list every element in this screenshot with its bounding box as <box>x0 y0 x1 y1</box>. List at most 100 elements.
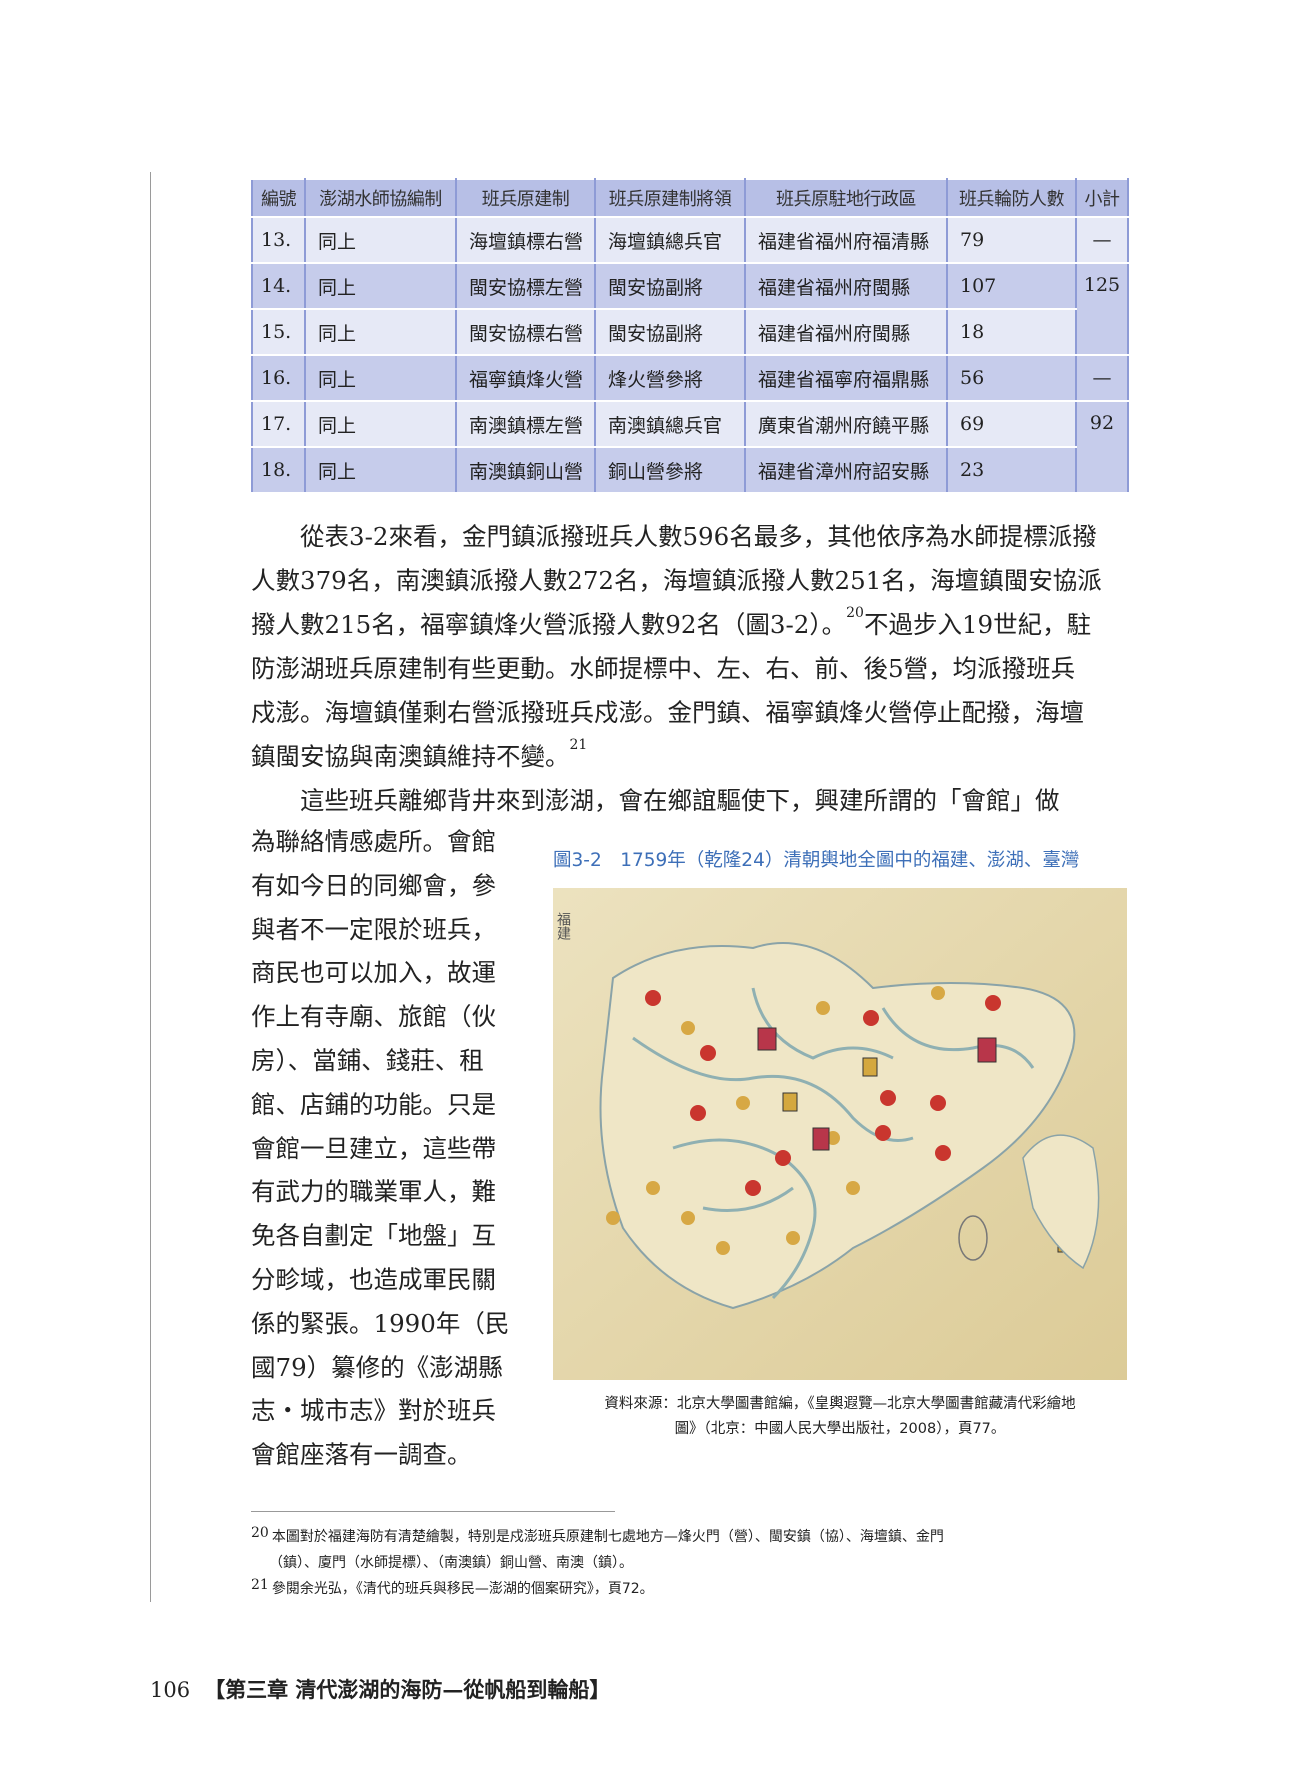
cell-region: 廣東省潮州府饒平縣 <box>744 400 948 448</box>
cell-count: 107 <box>946 262 1077 310</box>
footnote-number: 21 <box>251 1577 269 1593</box>
margin-rule <box>150 172 151 1602</box>
line-text: 這些班兵離鄉背井來到澎湖，會在鄉誼驅使下，興建所謂的「會館」做 <box>251 786 1060 815</box>
column-header: 班兵輪防人數 <box>946 178 1077 218</box>
line-text: 從表3-2來看，金門鎮派撥班兵人數596名最多，其他依序為水師提標派撥 <box>251 522 1097 551</box>
column-header: 班兵原建制 <box>455 178 596 218</box>
cell-commander: 閩安協副將 <box>594 308 746 356</box>
cell-no: 17. <box>251 400 306 448</box>
cell-orig: 南澳鎮銅山營 <box>455 446 596 494</box>
line-text: 人數379名，南澳鎮派撥人數272名，海壇鎮派撥人數251名，海壇鎮閩安協派 <box>251 566 1102 595</box>
column-line: 係的緊張。1990年（民 <box>251 1308 510 1338</box>
column-line: 分畛域，也造成軍民關 <box>251 1264 496 1294</box>
paragraph-line: 這些班兵離鄉背井來到澎湖，會在鄉誼驅使下，興建所謂的「會館」做 <box>251 779 1060 823</box>
footnote-20: 20 本圖對於福建海防有清楚繪製，特別是戍澎班兵原建制七處地方—烽火門（營）、閩安… <box>251 1524 1131 1576</box>
cell-region: 福建省福州府閩縣 <box>744 308 948 356</box>
line-text: 鎮閩安協與南澳鎮維持不變。 <box>251 742 570 771</box>
paragraph-line: 人數379名，南澳鎮派撥人數272名，海壇鎮派撥人數251名，海壇鎮閩安協派 <box>251 559 1102 603</box>
cell-subtotal: — <box>1075 216 1129 264</box>
map-label: 福建 <box>555 912 571 941</box>
cell-count: 56 <box>946 354 1077 402</box>
footnote-ref[interactable]: 20 <box>846 605 864 621</box>
column-line: 與者不一定限於班兵， <box>251 914 496 944</box>
figure-caption: 圖3-2 1759年（乾隆24）清朝輿地全圖中的福建、澎湖、臺灣 <box>553 850 1080 871</box>
cell-region: 福建省福州府福清縣 <box>744 216 948 264</box>
table-row: 16. 同上 福寧鎮烽火營 烽火營參將 福建省福寧府福鼎縣 56— <box>251 354 1129 402</box>
cell-orig: 南澳鎮標左營 <box>455 400 596 448</box>
table-row: 15. 同上 閩安協標右營 閩安協副將 福建省福州府閩縣 18 <box>251 308 1128 356</box>
footnote-ref[interactable]: 21 <box>569 737 588 753</box>
column-line: 作上有寺廟、旅館（伙 <box>251 1002 496 1032</box>
cell-region: 福建省福州府閩縣 <box>744 262 948 310</box>
cell-unit: 同上 <box>304 216 457 264</box>
cell-unit: 同上 <box>304 354 457 402</box>
cell-commander: 海壇鎮總兵官 <box>594 216 746 264</box>
cell-unit: 同上 <box>304 308 457 356</box>
column-header: 編號 <box>251 178 306 218</box>
column-header: 班兵原駐地行政區 <box>744 178 948 218</box>
column-line: 為聯絡情感處所。會館 <box>251 827 496 856</box>
cell-no: 14. <box>251 262 306 310</box>
column-line: 館、店鋪的功能。只是 <box>251 1089 496 1119</box>
column-header: 班兵原建制將領 <box>594 178 746 218</box>
table-header-row: 編號 澎湖水師協編制 班兵原建制 班兵原建制將領 班兵原駐地行政區 班兵輪防人數 小計 <box>251 178 1129 218</box>
column-line: 有武力的職業軍人，難 <box>251 1177 496 1207</box>
column-header: 澎湖水師協編制 <box>304 178 457 218</box>
chapter-title: 【第三章 清代澎湖的海防—從帆船到輪船】 <box>204 1677 611 1702</box>
column-line: 志・城市志》對於班兵 <box>251 1396 496 1426</box>
cell-no: 16. <box>251 354 306 402</box>
table-row: 17. 同上 南澳鎮標左營 南澳鎮總兵官 廣東省潮州府饒平縣 69 92 <box>251 400 1129 494</box>
column-header: 小計 <box>1075 178 1129 218</box>
side-column-text: 為聯絡情感處所。會館 有如今日的同鄉會，參 與者不一定限於班兵， 商民也可以加入，故運… <box>251 820 509 1477</box>
cell-unit: 同上 <box>304 446 457 494</box>
cell-subtotal: — <box>1075 354 1129 402</box>
footnote-text: （鎮）、廈門（水師提標）、（南澳鎮）銅山營、南澳（鎮）。 <box>269 1555 633 1571</box>
cell-count: 18 <box>946 308 1077 356</box>
cell-orig: 福寧鎮烽火營 <box>455 354 596 402</box>
footnote-text: 參閱余光弘，《清代的班兵與移民—澎湖的個案研究》，頁72。 <box>271 1581 654 1597</box>
column-line: 商民也可以加入，故運 <box>251 958 496 988</box>
paragraph-line: 撥人數215名，福寧鎮烽火營派撥人數92名（圖3-2）。20不過步入19世紀，駐 <box>251 603 1091 647</box>
line-text: 防澎湖班兵原建制有些更動。水師提標中、左、右、前、後5營，均派撥班兵 <box>251 654 1076 683</box>
paragraph-line: 戍澎。海壇鎮僅剩右營派撥班兵戍澎。金門鎮、福寧鎮烽火營停止配撥，海壇 <box>251 691 1084 735</box>
cell-region: 福建省福寧府福鼎縣 <box>744 354 948 402</box>
cell-subtotal: 92 <box>1075 400 1129 494</box>
footnote-divider <box>251 1511 615 1512</box>
page-footer: 106 【第三章 清代澎湖的海防—從帆船到輪船】 <box>150 1674 610 1704</box>
line-text: 撥人數215名，福寧鎮烽火營派撥人數92名（圖3-2）。 <box>251 610 847 639</box>
cell-commander: 南澳鎮總兵官 <box>594 400 746 448</box>
footnotes: 20 本圖對於福建海防有清楚繪製，特別是戍澎班兵原建制七處地方—烽火門（營）、閩安… <box>251 1524 1131 1602</box>
column-line: 國79）纂修的《澎湖縣 <box>251 1352 503 1382</box>
column-line: 有如今日的同鄉會，參 <box>251 870 496 900</box>
table-row: 13. 同上 海壇鎮標右營 海壇鎮總兵官 福建省福州府福清縣 79— <box>251 216 1129 264</box>
cell-count: 79 <box>946 216 1077 264</box>
cell-orig: 海壇鎮標右營 <box>455 216 596 264</box>
column-line: 房）、當鋪、錢莊、租 <box>251 1045 484 1075</box>
table-row: 18. 同上 南澳鎮銅山營 銅山營參將 福建省漳州府詔安縣 23 <box>251 446 1128 494</box>
source-line: 圖》（北京：中國人民大學出版社，2008），頁77。 <box>674 1421 1006 1437</box>
paragraph-line: 鎮閩安協與南澳鎮維持不變。21 <box>251 735 587 779</box>
cell-orig: 閩安協標左營 <box>455 262 596 310</box>
line-text: 不過步入19世紀，駐 <box>863 610 1092 639</box>
footnote-number: 20 <box>251 1525 269 1541</box>
page-number: 106 <box>150 1678 191 1702</box>
historical-map-image: 福建 <box>553 888 1127 1380</box>
cell-orig: 閩安協標右營 <box>455 308 596 356</box>
cell-commander: 閩安協副將 <box>594 262 746 310</box>
column-line: 會館座落有一調查。 <box>251 1440 472 1470</box>
column-line: 免各自劃定「地盤」互 <box>251 1221 496 1251</box>
paragraph-line: 防澎湖班兵原建制有些更動。水師提標中、左、右、前、後5營，均派撥班兵 <box>251 647 1075 691</box>
cell-commander: 銅山營參將 <box>594 446 746 494</box>
paragraph-line: 從表3-2來看，金門鎮派撥班兵人數596名最多，其他依序為水師提標派撥 <box>251 515 1097 559</box>
cell-region: 福建省漳州府詔安縣 <box>744 446 948 494</box>
cell-subtotal: 125 <box>1075 262 1129 356</box>
cell-unit: 同上 <box>304 400 457 448</box>
source-line: 資料來源：北京大學圖書館編，《皇輿遐覽—北京大學圖書館藏清代彩繪地 <box>604 1396 1076 1412</box>
footnote-text: 本圖對於福建海防有清楚繪製，特別是戍澎班兵原建制七處地方—烽火門（營）、閩安鎮（… <box>271 1529 944 1545</box>
cell-no: 13. <box>251 216 306 264</box>
cell-count: 23 <box>946 446 1077 494</box>
cell-no: 15. <box>251 308 306 356</box>
cell-unit: 同上 <box>304 262 457 310</box>
footnote-21: 21 參閱余光弘，《清代的班兵與移民—澎湖的個案研究》，頁72。 <box>251 1576 1131 1602</box>
cell-count: 69 <box>946 400 1077 448</box>
